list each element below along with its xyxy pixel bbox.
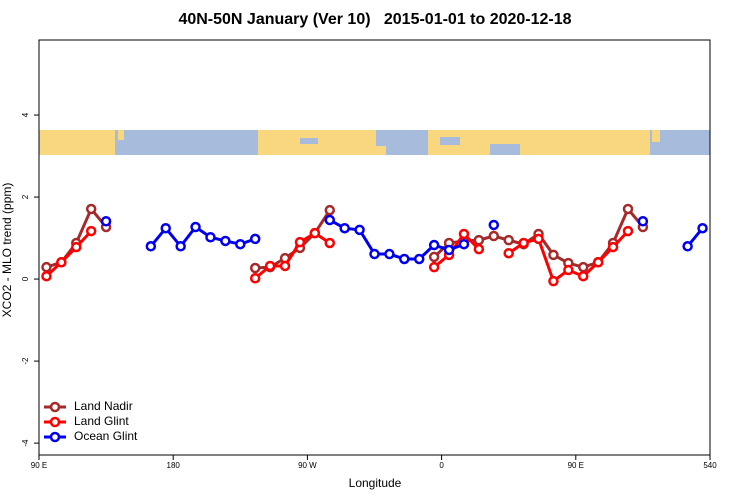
data-point — [264, 260, 276, 272]
data-point — [369, 248, 380, 260]
data-point — [578, 261, 589, 273]
data-point — [637, 216, 649, 227]
data-point — [41, 270, 52, 282]
data-point — [533, 233, 544, 245]
data-point — [503, 247, 514, 259]
legend-marker — [49, 401, 61, 413]
data-point — [592, 257, 604, 268]
data-point — [100, 216, 112, 227]
data-point — [622, 225, 634, 237]
x-tick-label: 90 E — [31, 461, 47, 470]
data-point — [384, 248, 395, 260]
x-tick-label: 90 W — [298, 461, 317, 470]
data-point — [622, 203, 634, 215]
data-point — [428, 251, 440, 263]
data-point — [175, 241, 186, 252]
data-point — [324, 204, 336, 216]
data-point — [563, 264, 574, 276]
data-point — [145, 241, 157, 252]
data-point — [682, 241, 693, 252]
data-point — [339, 222, 350, 234]
data-point — [488, 219, 500, 231]
data-point — [41, 261, 52, 273]
data-point — [324, 214, 336, 226]
data-point — [220, 235, 231, 247]
data-point — [458, 238, 470, 250]
y-axis-label: XCO2 - MLO trend (ppm) — [0, 183, 14, 318]
x-tick-label: 90 E — [568, 461, 584, 470]
legend-label: Land Nadir — [74, 399, 133, 413]
data-point — [71, 241, 82, 253]
data-point — [548, 275, 559, 287]
data-point — [473, 234, 485, 246]
chart-title: 40N-50N January (Ver 10) 2015-01-01 to 2… — [178, 11, 571, 28]
data-point — [488, 230, 500, 242]
data-point — [249, 273, 261, 284]
y-tick-label: 4 — [21, 112, 30, 117]
data-point — [503, 234, 514, 246]
data-point — [190, 221, 201, 233]
x-tick-label: 0 — [439, 461, 444, 470]
data-point — [697, 222, 708, 234]
data-point — [428, 261, 440, 273]
data-point — [578, 270, 589, 282]
plot-frame — [38, 39, 711, 456]
data-point — [294, 236, 306, 248]
data-point — [249, 262, 261, 274]
legend-marker — [49, 416, 61, 428]
data-point — [309, 227, 321, 239]
legend-label: Ocean Glint — [74, 429, 138, 443]
x-axis-label: Longitude — [349, 476, 402, 490]
data-point — [548, 249, 559, 261]
data-point — [443, 244, 455, 256]
data-point — [249, 233, 261, 245]
data-point — [205, 231, 216, 243]
data-point — [85, 225, 97, 237]
data-point — [473, 243, 485, 255]
data-point — [85, 203, 97, 215]
series-line — [45, 230, 630, 284]
data-point — [399, 253, 410, 265]
data-point — [518, 237, 529, 249]
data-point — [428, 239, 440, 251]
data-point — [324, 237, 336, 249]
legend-label: Land Glint — [74, 414, 129, 428]
data-point — [56, 257, 67, 268]
y-tick-label: 0 — [21, 276, 30, 281]
legend-marker — [49, 431, 61, 443]
data-point — [160, 222, 171, 234]
data-point — [279, 260, 291, 272]
x-tick-label: 180 — [167, 461, 181, 470]
data-point — [607, 241, 619, 253]
data-point — [458, 228, 470, 240]
y-tick-label: -4 — [21, 439, 30, 447]
y-tick-label: -2 — [21, 357, 30, 365]
data-point — [235, 238, 246, 250]
data-point — [354, 224, 365, 236]
data-point — [413, 253, 425, 265]
y-tick-label: 2 — [21, 194, 30, 199]
map-strip — [39, 130, 710, 155]
x-tick-label: 540 — [703, 461, 717, 470]
